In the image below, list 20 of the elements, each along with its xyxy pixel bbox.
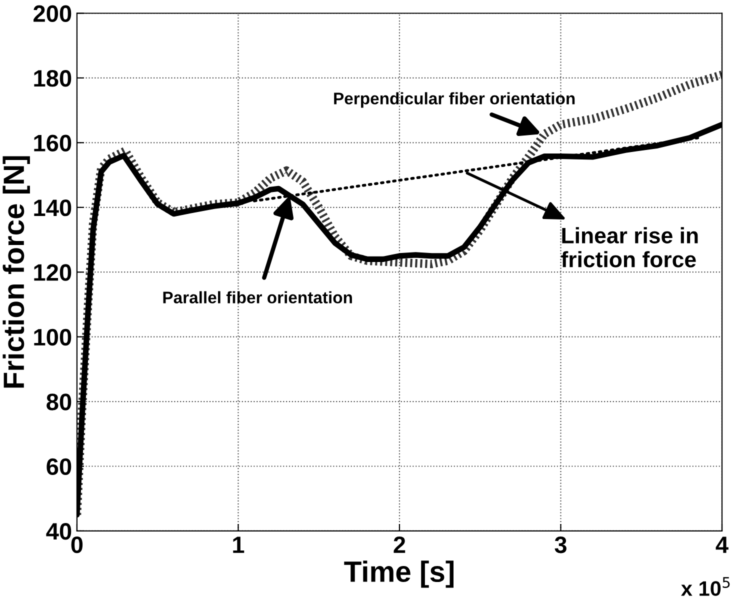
x-axis-title: Time [s] bbox=[344, 560, 454, 588]
x-tick-label: 4 bbox=[716, 536, 728, 553]
y-tick-label: 80 bbox=[46, 394, 72, 410]
x-tick-label: 2 bbox=[394, 536, 406, 553]
y-tick-label: 200 bbox=[34, 5, 72, 22]
x-tick-label: 0 bbox=[71, 536, 83, 554]
y-axis-title: Friction force [N] bbox=[2, 156, 30, 388]
y-tick-label: 120 bbox=[34, 264, 72, 281]
annotation: Parallel fiber orientation bbox=[163, 291, 352, 304]
x-tick-label: 3 bbox=[554, 536, 566, 554]
y-tick-label: 40 bbox=[46, 523, 72, 540]
y-tick-label: 60 bbox=[46, 458, 72, 476]
text: x 10$^{5}$ bbox=[681, 577, 730, 596]
annotation: Linear rise in friction force bbox=[561, 227, 698, 268]
y-tick-label: 160 bbox=[34, 134, 72, 152]
annotation: Perpendicular fiber orientation bbox=[334, 92, 575, 108]
y-tick-label: 140 bbox=[34, 199, 72, 216]
y-tick-label: 100 bbox=[34, 328, 72, 346]
y-tick-label: 180 bbox=[34, 70, 72, 87]
x-tick-label: 1 bbox=[233, 536, 244, 553]
